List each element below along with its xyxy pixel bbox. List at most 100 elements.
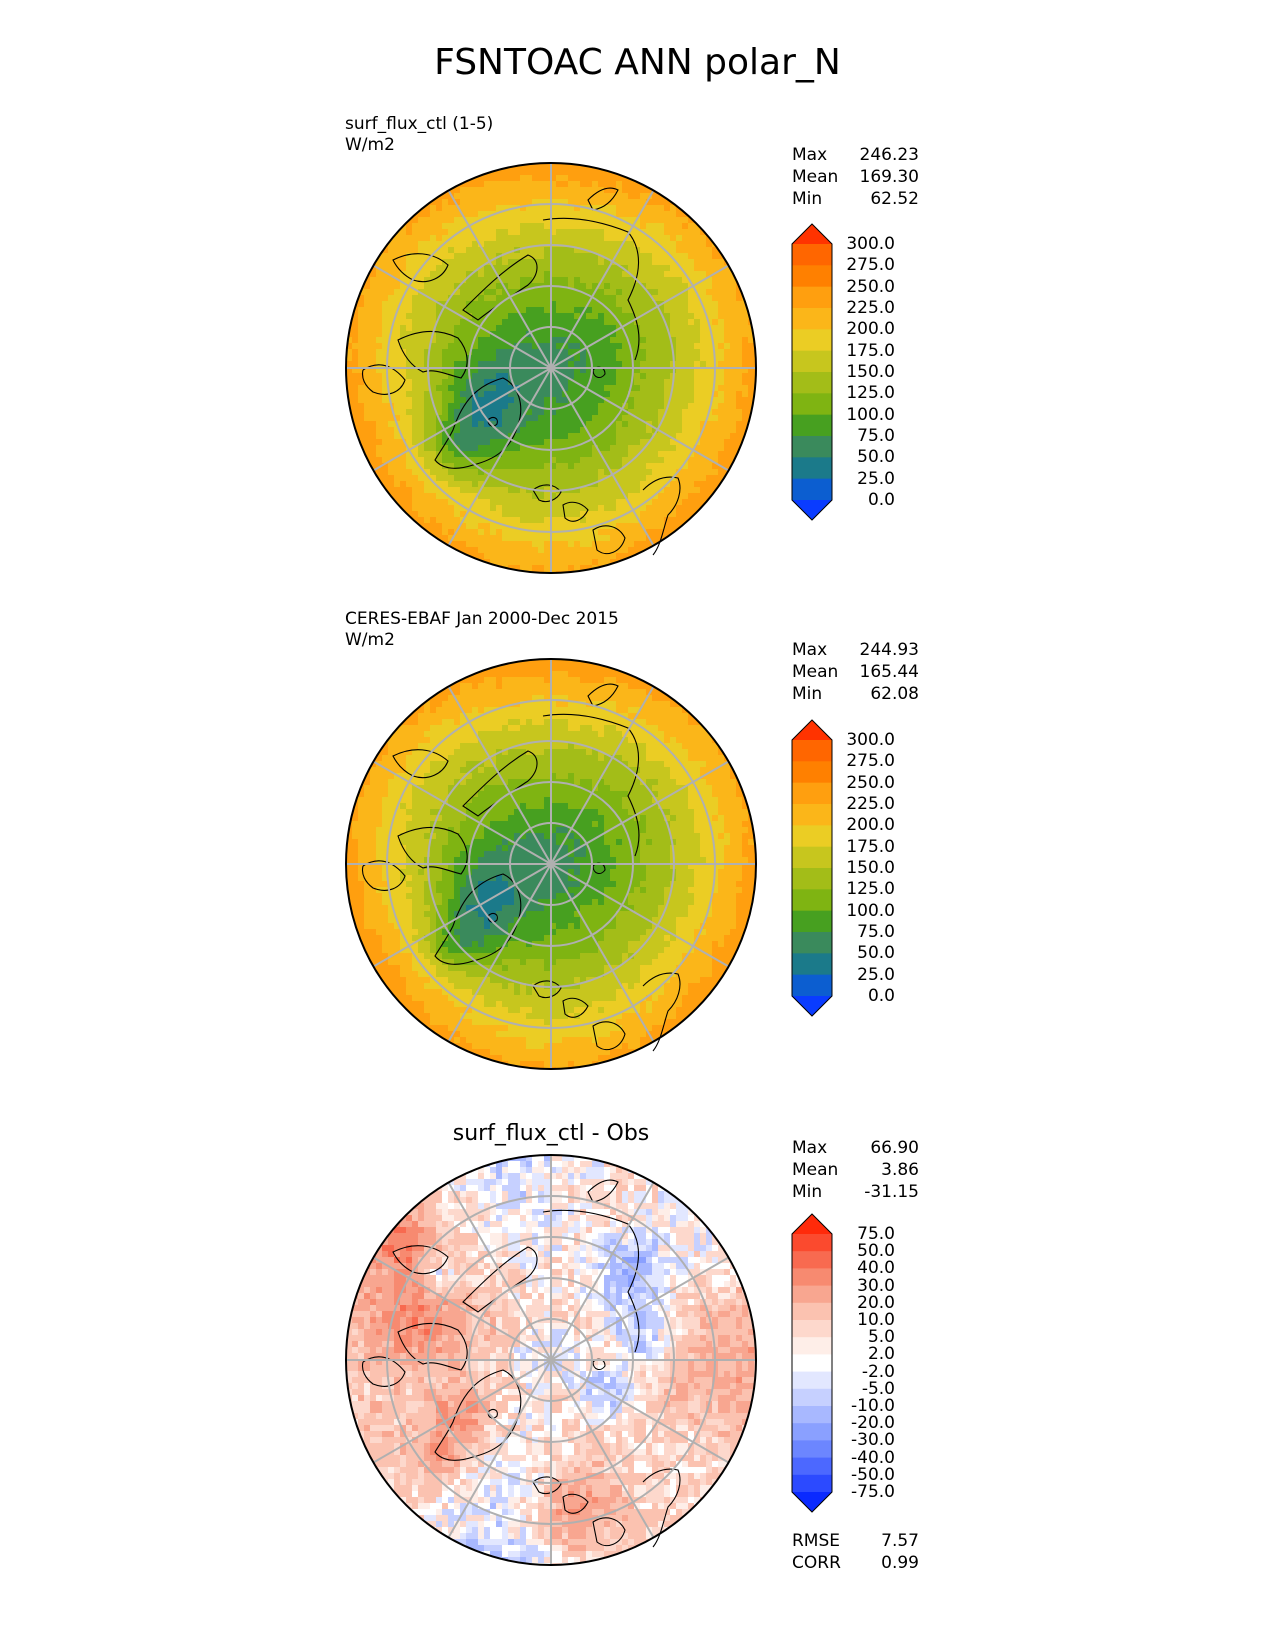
diff-title: surf_flux_ctl - Obs	[452, 1121, 650, 1146]
colorbar-segment	[792, 1234, 832, 1252]
coastline-segment	[487, 1408, 498, 1419]
colorbar-segment	[792, 974, 832, 997]
colorbar-segment	[792, 414, 832, 437]
stat-rmse: RMSE 7.57	[792, 1531, 919, 1551]
coastline-segment	[562, 1493, 589, 1514]
colorbar-segment	[792, 932, 832, 954]
colorbar-tick-label: 20.0	[857, 1292, 895, 1313]
colorbar-extend-top	[792, 224, 832, 244]
coastline-segment	[361, 364, 406, 395]
stat-max: Max 246.23	[792, 145, 919, 165]
stats-box: Max 246.23 Mean 169.30 Min 62.52	[792, 144, 919, 210]
colorbar-extend-bottom	[792, 1492, 832, 1512]
colorbar-segment	[792, 1251, 832, 1269]
colorbar-segment	[792, 1474, 832, 1493]
colorbar-segment	[792, 265, 832, 288]
colorbar-tick-label: 100.0	[846, 900, 895, 921]
colorbar-tick-label: -5.0	[861, 1378, 895, 1399]
colorbar-tick-label: 10.0	[857, 1310, 895, 1330]
polar-map-diff	[345, 1154, 757, 1566]
colorbar-tick-label: 200.0	[846, 319, 895, 340]
coastline-segment	[587, 1179, 619, 1203]
colorbar-tick-label: 300.0	[846, 730, 895, 750]
coastline-segment	[542, 713, 640, 857]
colorbar-tick-label: 250.0	[846, 772, 895, 793]
colorbar-tick-label: 150.0	[846, 362, 895, 382]
colorbar-tick-label: 225.0	[846, 794, 895, 814]
colorbar-tick-label: 175.0	[846, 836, 895, 857]
colorbar-extend-bottom	[792, 500, 832, 520]
colorbar-segment	[792, 761, 832, 784]
colorbar-segment	[792, 740, 832, 762]
colorbar-tick-label: -75.0	[851, 1482, 895, 1502]
colorbar-segment	[792, 782, 832, 805]
stat-mean: Mean 165.44	[792, 662, 919, 682]
colorbar-segment	[792, 1371, 832, 1390]
coastline-segment	[587, 683, 619, 707]
colorbar-tick-label: 225.0	[846, 298, 895, 318]
colorbar-outline	[791, 1213, 833, 1513]
stat-min: Min 62.08	[792, 684, 919, 704]
colorbar-tick-label: 0.0	[867, 490, 895, 510]
colorbar-tick-label: 75.0	[857, 426, 895, 446]
colorbar-tick-label: -40.0	[851, 1447, 895, 1468]
stats-box: Max 244.93 Mean 165.44 Min 62.08	[792, 639, 919, 705]
colorbar-extend-bottom	[792, 996, 832, 1016]
colorbar-segment	[792, 1406, 832, 1424]
stat-mean: Mean 3.86	[792, 1160, 919, 1180]
colorbar-tick-label: 200.0	[846, 815, 895, 836]
colorbar-tick-label: 0.0	[867, 986, 895, 1006]
panel-units: W/m2	[345, 135, 395, 155]
colorbar-segment	[792, 910, 832, 933]
coastline-segment	[392, 253, 449, 283]
colorbar-segment	[792, 329, 832, 352]
colorbar-tick-label: -50.0	[851, 1464, 895, 1485]
colorbar-segment	[792, 1388, 832, 1407]
polar-map-test	[345, 162, 757, 574]
coastline-segment	[532, 1476, 562, 1495]
colorbar-tick-label: -2.0	[861, 1361, 895, 1382]
stat-min: Min 62.52	[792, 189, 919, 209]
colorbar-tick-label: 150.0	[846, 858, 895, 878]
colorbar-tick-label: 75.0	[857, 922, 895, 942]
colorbar-segment	[792, 1268, 832, 1287]
colorbar-ref	[791, 719, 833, 1017]
colorbar-tick-label: 100.0	[846, 404, 895, 425]
colorbar-segment	[792, 436, 832, 458]
colorbar-tick-label: 5.0	[867, 1327, 895, 1348]
colorbar-segment	[792, 1337, 832, 1355]
colorbar-segment	[792, 393, 832, 416]
colorbar-tick-label: 175.0	[846, 340, 895, 361]
colorbar-tick-label: 275.0	[846, 751, 895, 772]
coastline-segment	[487, 416, 498, 427]
colorbar-tick-label: 125.0	[846, 879, 895, 900]
colorbar-segment	[792, 308, 832, 330]
colorbar-tick-label: 50.0	[857, 943, 895, 964]
colorbar-segment	[792, 372, 832, 394]
colorbar-tick-label: 25.0	[857, 468, 895, 489]
colorbar-segment	[792, 286, 832, 309]
error-stats-box: RMSE 7.57 CORR 0.99	[792, 1530, 919, 1574]
coastline-segment	[361, 1356, 406, 1387]
coastline-segment	[542, 1209, 640, 1353]
graticule	[346, 659, 756, 1069]
coastline-segment	[642, 1468, 681, 1548]
colorbar-segment	[792, 1457, 832, 1476]
colorbar-segment	[792, 1354, 832, 1373]
coastline-segment	[542, 217, 640, 361]
colorbar-segment	[792, 350, 832, 373]
colorbar-tick-label: 125.0	[846, 383, 895, 404]
colorbar-tick-label: 50.0	[857, 447, 895, 468]
coastline-segment	[592, 1517, 626, 1547]
coastline-segment	[592, 525, 626, 555]
colorbar-segment	[792, 244, 832, 266]
map-boundary	[345, 658, 757, 1070]
coastline-segment	[392, 1245, 449, 1275]
colorbar-tick-label: 275.0	[846, 255, 895, 276]
panel-case-name: CERES-EBAF Jan 2000-Dec 2015	[345, 609, 619, 629]
colorbar-segment	[792, 478, 832, 501]
colorbar-outline	[791, 719, 833, 1017]
figure-title: FSNTOAC ANN polar_N	[434, 42, 841, 83]
coastline-segment	[562, 997, 589, 1018]
map-boundary	[345, 162, 757, 574]
